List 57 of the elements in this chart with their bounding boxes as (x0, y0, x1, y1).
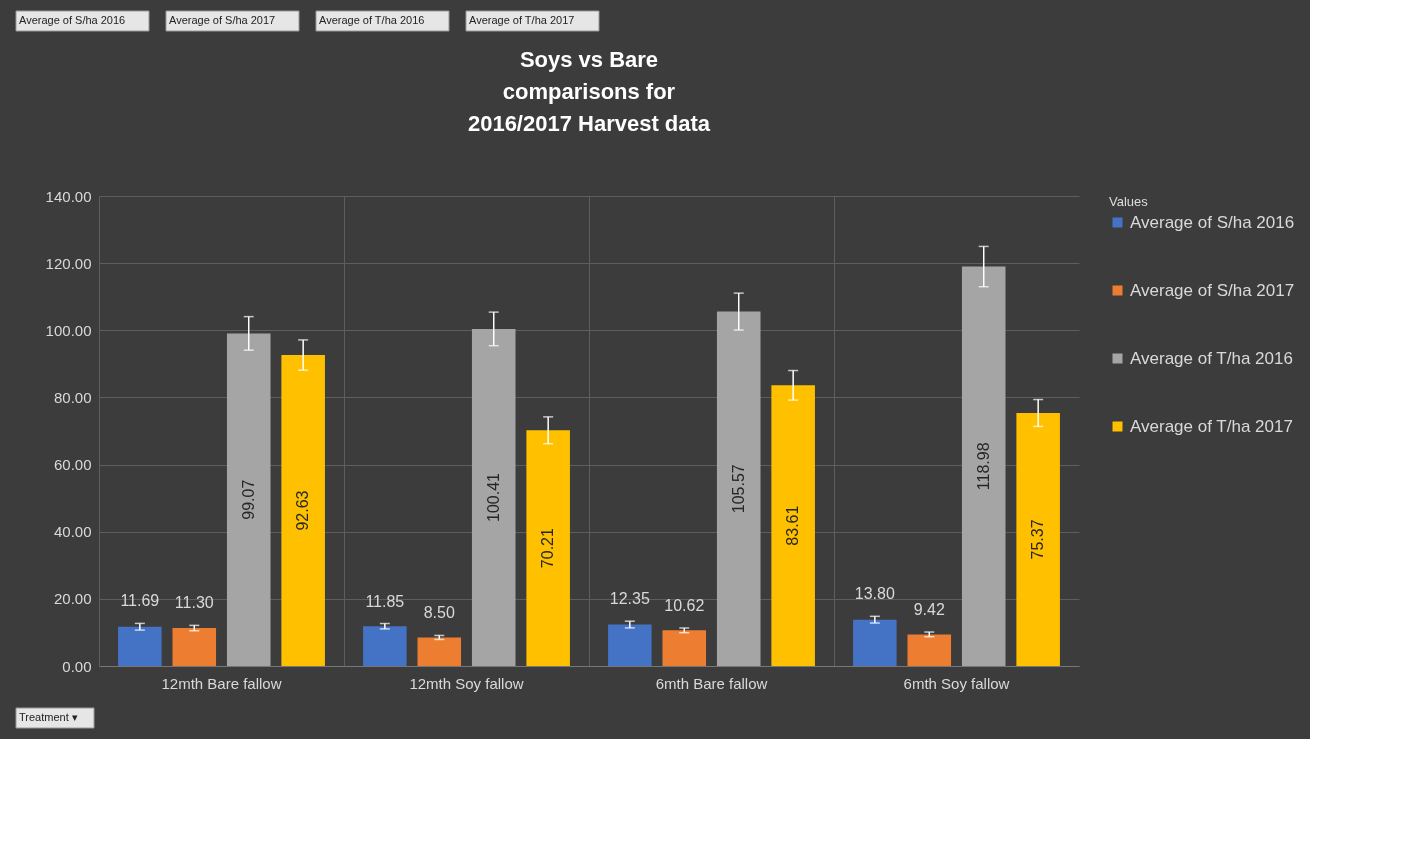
text: 2016/2017 Harvest data (467, 110, 711, 136)
bar (226, 333, 271, 666)
y-tick-label: 140.00 (45, 187, 92, 205)
data-label: 10.62 (664, 597, 705, 614)
bar (471, 328, 516, 666)
y-tick-label: 60.00 (53, 456, 92, 474)
y-tick-label: 120.00 (45, 254, 92, 272)
y-tick-label: 100.00 (45, 321, 92, 339)
bar (1016, 412, 1060, 666)
text: comparisons for (502, 78, 676, 104)
x-tick-label: 12mth Bare fallow (161, 674, 282, 692)
bar (771, 385, 815, 666)
bar (662, 630, 707, 666)
data-label: 70.21 (539, 528, 557, 569)
data-label: 83.61 (784, 505, 802, 546)
data-label: 105.57 (729, 464, 747, 514)
bar (417, 637, 462, 666)
y-tick-label: 80.00 (53, 388, 92, 406)
text: Average of S/ha 2016 (19, 14, 126, 26)
data-label: 8.50 (423, 604, 455, 622)
bar (961, 266, 1006, 666)
y-tick-label: 0.00 (62, 657, 92, 675)
data-label: 13.80 (854, 585, 895, 603)
text: Average of T/ha 2016 (319, 14, 425, 26)
bar (907, 634, 952, 666)
data-label: 11.30 (174, 594, 214, 612)
data-label: 100.41 (484, 472, 502, 522)
bar (853, 619, 897, 666)
data-label: 92.63 (294, 490, 312, 531)
x-tick-label: 6mth Bare fallow (655, 674, 768, 692)
data-label: 11.85 (365, 592, 405, 610)
bar (172, 628, 217, 666)
bar (526, 430, 570, 666)
data-label: 118.98 (974, 442, 992, 491)
text: Treatment ▾ (19, 711, 78, 723)
legend-label: Average of T/ha 2017 (1130, 416, 1293, 436)
data-label: 9.42 (913, 601, 945, 619)
legend-label: Average of T/ha 2016 (1130, 348, 1293, 368)
data-label: 75.37 (1029, 519, 1047, 560)
text: Soys vs Bare (519, 46, 659, 72)
text: Average of T/ha 2017 (469, 14, 575, 26)
bar (608, 624, 652, 666)
data-label: 12.35 (609, 590, 650, 608)
y-tick-label: 20.00 (53, 590, 92, 608)
legend-label: Average of S/ha 2017 (1130, 280, 1295, 300)
x-tick-label: 12mth Soy fallow (409, 674, 524, 692)
text: Average of S/ha 2017 (169, 14, 276, 26)
bar (716, 311, 761, 666)
y-tick-label: 40.00 (53, 523, 92, 541)
x-tick-label: 6mth Soy fallow (903, 674, 1010, 692)
legend-title: Values (1109, 194, 1149, 209)
bar (118, 626, 162, 666)
bar (363, 626, 407, 666)
data-label: 99.07 (239, 479, 257, 520)
legend-label: Average of S/ha 2016 (1130, 212, 1295, 232)
bar (281, 355, 325, 666)
data-label: 11.69 (120, 592, 160, 610)
